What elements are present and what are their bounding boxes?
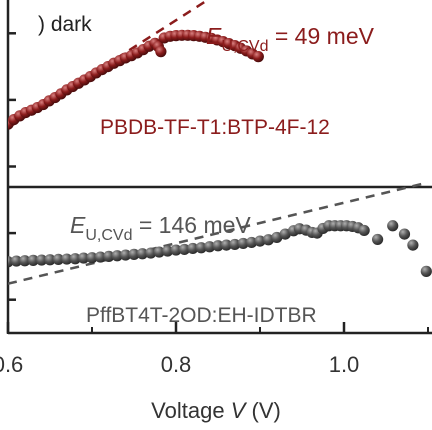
series-label-pbdb: PBDB-TF-T1:BTP-4F-12 bbox=[100, 116, 330, 139]
series-label-pffbt4t: PffBT4T-2OD:EH-IDTBR bbox=[86, 304, 317, 327]
data-point-1-17 bbox=[145, 247, 157, 259]
fit-line-1 bbox=[8, 181, 429, 285]
data-point-1-25 bbox=[212, 240, 224, 252]
data-point-1-13 bbox=[111, 250, 123, 262]
eu-gray-value: = 146 meV bbox=[132, 212, 251, 238]
series-pbdb bbox=[8, 29, 264, 130]
data-point-1-8 bbox=[69, 253, 81, 265]
x-tick-label-2: 1.0 bbox=[329, 352, 360, 377]
x-axis-label-post: (V) bbox=[245, 398, 280, 423]
data-point-1-31 bbox=[262, 234, 274, 246]
data-point-1-24 bbox=[204, 241, 216, 253]
data-point-1-10 bbox=[86, 252, 98, 264]
x-axis-label-var: V bbox=[231, 398, 248, 423]
data-point-1-7 bbox=[61, 253, 73, 265]
eu-annotation-red: EU,CVd = 49 meV bbox=[206, 23, 375, 55]
data-point-0-44 bbox=[252, 51, 264, 63]
data-point-1-9 bbox=[78, 252, 90, 264]
data-point-1-32 bbox=[271, 231, 283, 244]
data-point-1-1 bbox=[10, 255, 22, 267]
data-point-1-23 bbox=[195, 242, 207, 254]
data-point-1-14 bbox=[120, 249, 132, 261]
data-point-1-27 bbox=[229, 238, 241, 251]
data-point-1-46 bbox=[358, 224, 370, 237]
x-ticks bbox=[6, 322, 429, 333]
data-point-1-16 bbox=[136, 248, 148, 260]
data-point-1-2 bbox=[19, 255, 31, 267]
data-point-1-18 bbox=[153, 246, 165, 258]
data-point-1-15 bbox=[128, 248, 140, 261]
data-point-1-12 bbox=[103, 250, 115, 263]
data-point-0-27 bbox=[155, 46, 167, 58]
eu-red-subscript: U,CVd bbox=[221, 38, 268, 55]
x-tick-label-1: 0.8 bbox=[161, 352, 192, 377]
data-point-1-20 bbox=[170, 244, 182, 256]
x-tick-label-0: 0.6 bbox=[0, 352, 23, 377]
data-point-1-49 bbox=[398, 228, 411, 240]
data-point-1-50 bbox=[407, 239, 419, 251]
fit-lines bbox=[8, 0, 429, 285]
data-point-1-11 bbox=[94, 251, 106, 263]
data-point-1-51 bbox=[420, 265, 432, 277]
data-point-1-29 bbox=[246, 236, 258, 249]
data-point-1-30 bbox=[254, 235, 266, 247]
eu-gray-subscript: U,CVd bbox=[85, 227, 132, 244]
eu-annotation-gray: EU,CVd = 146 meV bbox=[70, 212, 251, 244]
data-point-1-48 bbox=[387, 220, 399, 232]
data-point-1-4 bbox=[36, 254, 48, 266]
data-point-1-22 bbox=[187, 242, 199, 255]
x-axis-label-pre: Voltage bbox=[151, 398, 231, 423]
eu-red-value: = 49 meV bbox=[268, 23, 374, 49]
eu-gray-symbol: E bbox=[70, 212, 86, 238]
data-point-1-6 bbox=[52, 253, 64, 266]
x-tick-labels: 0.6 0.8 1.0 bbox=[0, 352, 359, 377]
plot-area bbox=[6, 0, 432, 335]
data-point-1-3 bbox=[27, 254, 39, 267]
data-point-1-19 bbox=[162, 245, 174, 257]
data-point-1-47 bbox=[372, 233, 384, 246]
data-point-1-5 bbox=[44, 254, 56, 266]
panel-label: ) dark bbox=[38, 13, 92, 36]
data-point-1-28 bbox=[237, 237, 249, 250]
data-point-1-26 bbox=[220, 239, 232, 251]
data-point-1-21 bbox=[178, 243, 190, 256]
y-ticks bbox=[8, 32, 16, 301]
data-point-1-33 bbox=[279, 228, 291, 240]
eu-red-symbol: E bbox=[206, 23, 222, 49]
x-axis-label: Voltage V (V) bbox=[151, 398, 281, 423]
series-pffbt4t bbox=[8, 220, 432, 277]
